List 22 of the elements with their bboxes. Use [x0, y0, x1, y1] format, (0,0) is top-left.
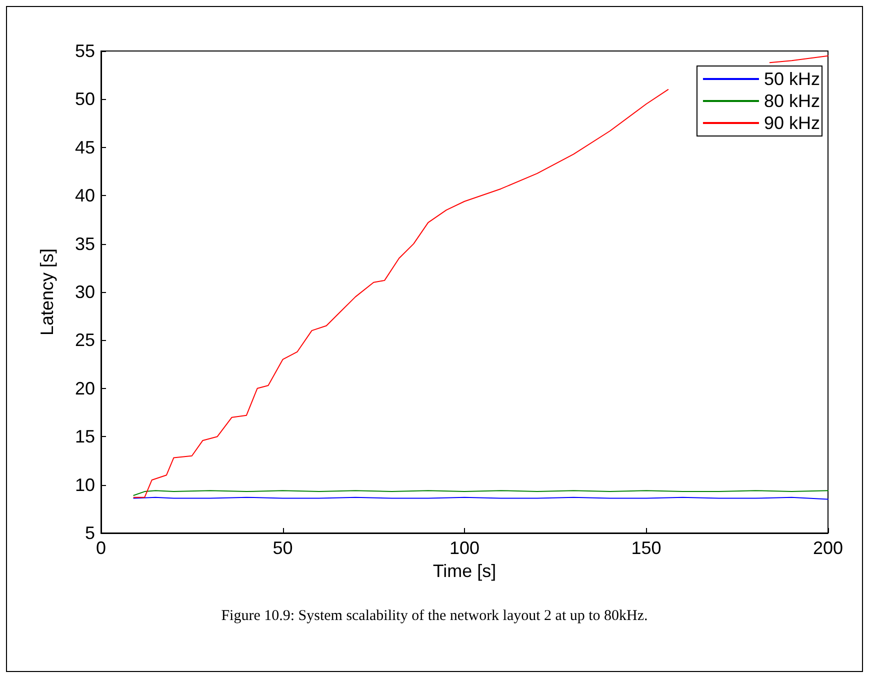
- x-tick-label: 0: [96, 538, 106, 558]
- y-tick-label: 15: [74, 426, 95, 447]
- x-tick-label: 100: [449, 538, 480, 558]
- x-tick-label: 50: [272, 538, 293, 558]
- y-tick-label: 5: [84, 523, 95, 543]
- y-tick-label: 40: [74, 186, 95, 206]
- x-tick-label: 200: [812, 538, 844, 558]
- y-tick-label: 30: [74, 282, 95, 302]
- x-tick-label: 150: [631, 538, 662, 558]
- y-tick-label: 55: [74, 41, 95, 61]
- y-tick-label: 35: [74, 234, 95, 254]
- y-tick-label: 20: [74, 378, 95, 398]
- y-axis-title: Latency [s]: [37, 248, 57, 336]
- y-tick-label: 50: [74, 89, 95, 110]
- legend-label: 50 kHz: [764, 69, 820, 89]
- caption: Figure 10.9: System scalability of the network layout 2 at up to 80kHz.: [220, 608, 649, 625]
- legend-label: 80 kHz: [764, 91, 820, 111]
- y-tick-label: 25: [74, 330, 95, 350]
- y-tick-label: 10: [74, 474, 95, 495]
- y-tick-label: 45: [74, 137, 95, 158]
- legend-label: 90 kHz: [764, 113, 820, 133]
- x-axis-title: Time [s]: [432, 560, 496, 581]
